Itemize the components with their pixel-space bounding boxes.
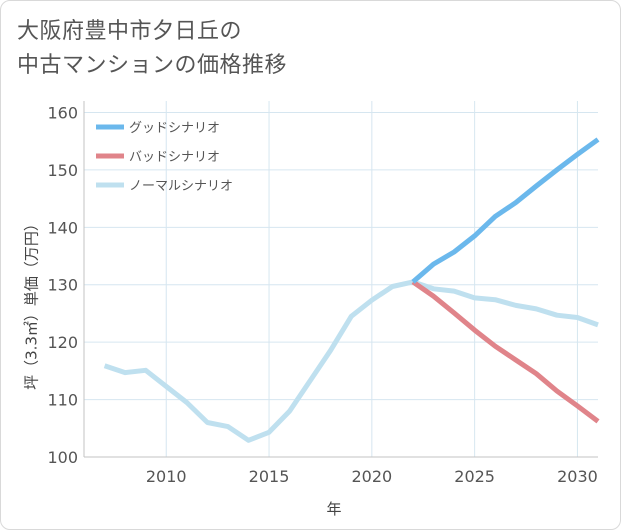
x-tick-label: 2025 bbox=[454, 467, 495, 486]
y-tick-label: 130 bbox=[47, 276, 78, 295]
legend-label: ノーマルシナリオ bbox=[129, 179, 233, 194]
x-axis-title: 年 bbox=[326, 498, 341, 519]
y-tick-label: 100 bbox=[47, 448, 78, 467]
y-tick-label: 110 bbox=[47, 391, 78, 410]
y-tick-label: 140 bbox=[47, 218, 78, 237]
x-tick-label: 2020 bbox=[351, 467, 392, 486]
y-axis-title: 坪（3.3㎡）単価（万円） bbox=[21, 216, 42, 390]
line-chart: 100 110 120 130 140 150 160 2010 2015 2020 2025 203… bbox=[1, 1, 620, 529]
y-tick-label: 150 bbox=[47, 161, 78, 180]
x-tick-label: 2015 bbox=[249, 467, 290, 486]
legend-label: バッドシナリオ bbox=[129, 150, 220, 165]
legend-label: グッドシナリオ bbox=[129, 121, 220, 136]
x-tick-label: 2010 bbox=[146, 467, 187, 486]
chart-card: 大阪府豊中市夕日丘の 中古マンションの価格推移 100 110 120 130 140 1… bbox=[0, 0, 621, 530]
x-tick-label: 2030 bbox=[557, 467, 598, 486]
y-tick-label: 120 bbox=[47, 333, 78, 352]
y-tick-label: 160 bbox=[47, 103, 78, 122]
